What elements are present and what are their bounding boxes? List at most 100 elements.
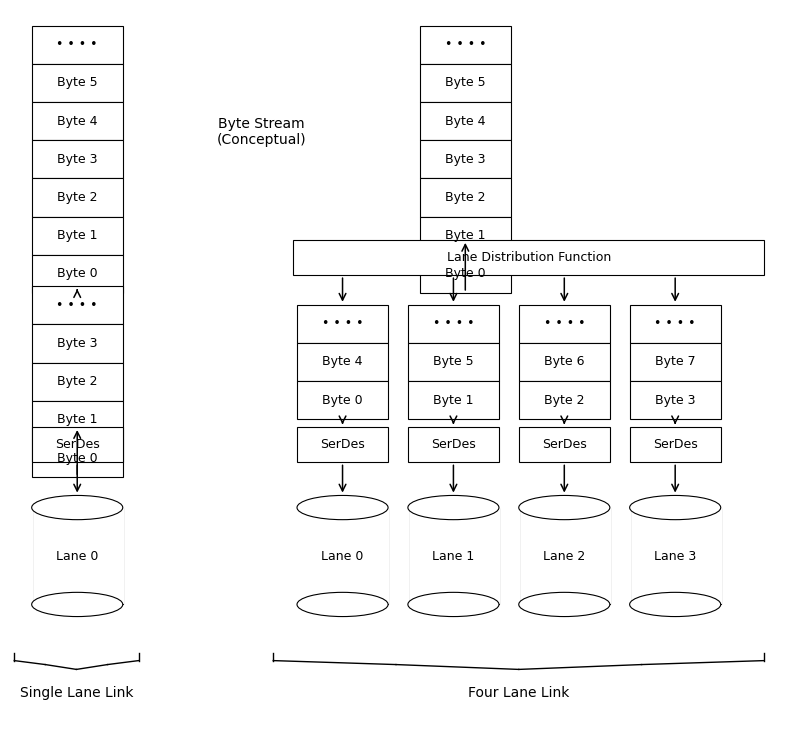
Bar [519, 427, 610, 462]
Ellipse shape [32, 495, 123, 520]
Ellipse shape [519, 592, 610, 617]
Bar [32, 427, 123, 462]
Bar [297, 381, 388, 419]
Text: Lane 2: Lane 2 [543, 550, 585, 562]
Ellipse shape [408, 592, 499, 617]
Bar [293, 240, 764, 275]
Text: • • • •: • • • • [654, 317, 696, 330]
Bar [32, 508, 123, 605]
Ellipse shape [32, 592, 123, 617]
Ellipse shape [630, 592, 721, 617]
Text: • • • •: • • • • [444, 38, 486, 51]
Text: Byte 0: Byte 0 [57, 267, 97, 280]
Bar [32, 26, 123, 64]
Bar [32, 324, 123, 363]
Text: SerDes: SerDes [542, 438, 587, 451]
Bar [32, 64, 123, 102]
Text: Byte 3: Byte 3 [445, 153, 485, 166]
Bar [32, 255, 123, 293]
Bar [32, 439, 123, 477]
Text: • • • •: • • • • [322, 317, 364, 330]
Bar [407, 508, 409, 605]
Bar [519, 508, 610, 605]
Text: Byte 0: Byte 0 [322, 393, 363, 407]
Text: SerDes: SerDes [320, 438, 365, 451]
Text: Byte Stream
(Conceptual): Byte Stream (Conceptual) [216, 117, 307, 148]
Bar [519, 381, 610, 419]
Bar [608, 508, 611, 605]
Bar [408, 305, 499, 343]
Bar [408, 508, 499, 605]
Bar [32, 178, 123, 217]
Bar [630, 381, 721, 419]
Bar [420, 64, 511, 102]
Bar [630, 343, 721, 381]
Text: Byte 2: Byte 2 [445, 191, 485, 204]
Bar [630, 508, 721, 605]
Text: SerDes: SerDes [55, 438, 100, 451]
Text: Byte 3: Byte 3 [655, 393, 695, 407]
Text: Byte 5: Byte 5 [433, 355, 474, 368]
Text: SerDes: SerDes [653, 438, 698, 451]
Text: Byte 4: Byte 4 [57, 115, 97, 128]
Bar [32, 363, 123, 401]
Bar [420, 102, 511, 140]
Text: Lane 3: Lane 3 [654, 550, 696, 562]
Text: Byte 6: Byte 6 [544, 355, 584, 368]
Text: Byte 5: Byte 5 [445, 76, 485, 90]
Bar [297, 305, 388, 343]
Text: Byte 3: Byte 3 [57, 153, 97, 166]
Text: • • • •: • • • • [56, 38, 98, 51]
Text: Lane 0: Lane 0 [56, 550, 98, 562]
Bar [297, 508, 388, 605]
Bar [420, 255, 511, 293]
Bar [519, 305, 610, 343]
Bar [32, 286, 123, 324]
Ellipse shape [519, 495, 610, 520]
Bar [408, 343, 499, 381]
Text: Lane Distribution Function: Lane Distribution Function [447, 251, 611, 264]
Bar [296, 508, 299, 605]
Bar [420, 217, 511, 255]
Text: Byte 2: Byte 2 [57, 375, 97, 388]
Ellipse shape [297, 495, 388, 520]
Text: Lane 0: Lane 0 [322, 550, 364, 562]
Bar [497, 508, 500, 605]
Bar [518, 508, 520, 605]
Text: • • • •: • • • • [432, 317, 474, 330]
Bar [408, 381, 499, 419]
Bar [32, 217, 123, 255]
Bar [420, 140, 511, 178]
Text: Byte 7: Byte 7 [655, 355, 695, 368]
Bar [121, 508, 124, 605]
Bar [630, 305, 721, 343]
Bar [408, 427, 499, 462]
Text: Byte 1: Byte 1 [57, 229, 97, 242]
Bar [31, 508, 33, 605]
Bar [32, 102, 123, 140]
Ellipse shape [630, 495, 721, 520]
Bar [297, 427, 388, 462]
Text: Byte 2: Byte 2 [57, 191, 97, 204]
Text: Byte 0: Byte 0 [57, 451, 97, 465]
Bar [386, 508, 389, 605]
Bar [630, 427, 721, 462]
Text: Four Lane Link: Four Lane Link [468, 686, 569, 700]
Bar [32, 401, 123, 439]
Text: • • • •: • • • • [543, 317, 585, 330]
Text: Byte 1: Byte 1 [445, 229, 485, 242]
Text: Byte 1: Byte 1 [433, 393, 474, 407]
Text: Byte 0: Byte 0 [445, 267, 485, 280]
Text: Lane 1: Lane 1 [432, 550, 474, 562]
Text: Byte 4: Byte 4 [322, 355, 363, 368]
Bar [629, 508, 631, 605]
Text: Byte 4: Byte 4 [445, 115, 485, 128]
Bar [719, 508, 722, 605]
Bar [420, 26, 511, 64]
Ellipse shape [408, 495, 499, 520]
Bar [32, 140, 123, 178]
Bar [519, 343, 610, 381]
Text: Byte 3: Byte 3 [57, 337, 97, 350]
Text: • • • •: • • • • [56, 299, 98, 312]
Ellipse shape [297, 592, 388, 617]
